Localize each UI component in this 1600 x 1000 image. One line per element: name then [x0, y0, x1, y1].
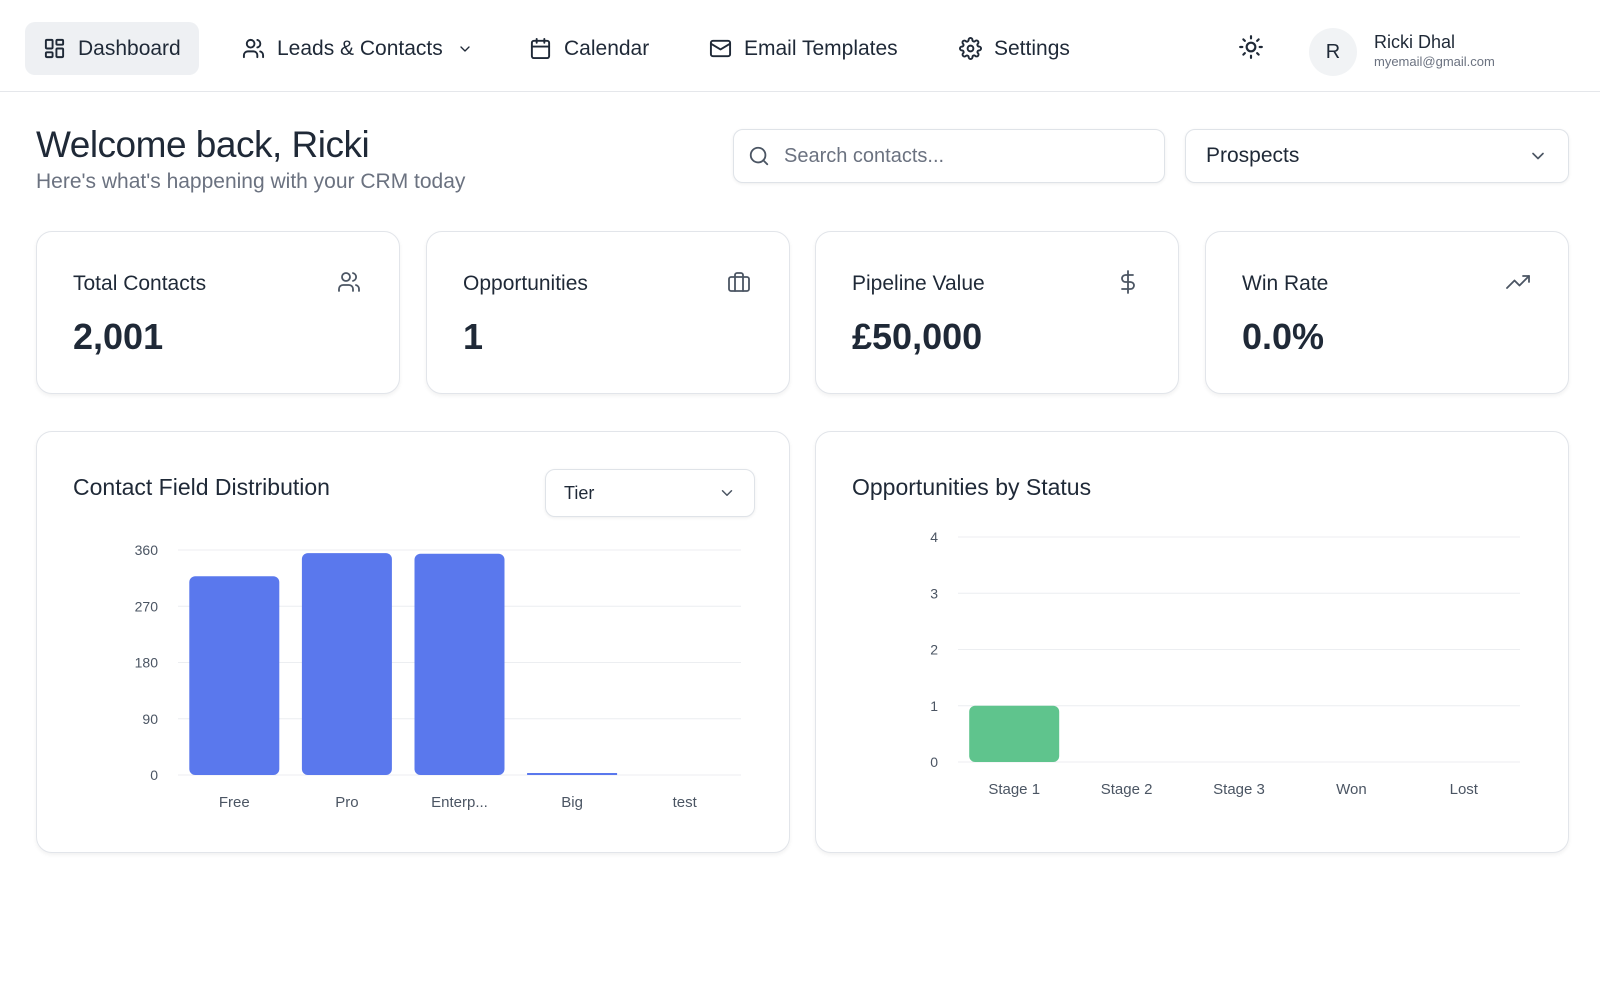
users-icon [242, 38, 265, 59]
gear-icon [959, 37, 982, 60]
page-title: Welcome back, Ricki [36, 124, 370, 165]
avatar[interactable]: R [1309, 28, 1357, 76]
contact-distribution-chart: 0 90 180 270 360 Free Pro Enterp... Big test [135, 542, 741, 811]
nav-email-templates[interactable]: Email Templates [691, 22, 916, 75]
search-box [733, 129, 1165, 183]
x-tick-label: Enterp... [431, 794, 488, 811]
x-tick-label: Lost [1450, 781, 1479, 798]
x-tick-label: Stage 1 [988, 781, 1040, 798]
y-tick-label: 2 [930, 642, 938, 658]
nav-settings-label: Settings [994, 36, 1070, 60]
stat-card-pipeline-value: Pipeline Value £50,000 [815, 231, 1179, 394]
briefcase-icon [727, 270, 753, 296]
y-tick-label: 0 [150, 767, 158, 783]
dollar-icon [1116, 270, 1142, 296]
chevron-down-icon [460, 45, 470, 52]
x-tick-label: Pro [335, 794, 358, 811]
mail-icon [709, 39, 732, 58]
y-tick-label: 90 [142, 711, 158, 727]
y-tick-label: 360 [135, 542, 159, 558]
theme-toggle-button[interactable] [1238, 34, 1266, 62]
opportunities-status-chart: 0 1 2 3 4 Stage 1 Stage 2 Stage 3 Won Lost [930, 529, 1520, 798]
sun-icon [1239, 35, 1263, 59]
nav-email-templates-label: Email Templates [744, 36, 898, 60]
nav-calendar-label: Calendar [564, 36, 650, 60]
x-tick-label: Stage 3 [1213, 781, 1265, 798]
nav-calendar[interactable]: Calendar [511, 22, 667, 75]
x-tick-label: Big [561, 794, 583, 811]
nav-settings[interactable]: Settings [941, 22, 1088, 75]
stat-label: Win Rate [1242, 272, 1329, 295]
bar[interactable] [969, 705, 1060, 762]
x-tick-label: Won [1336, 781, 1367, 798]
y-tick-label: 180 [135, 655, 159, 671]
dashboard-icon [44, 38, 65, 59]
field-select-value: Tier [564, 482, 595, 503]
stat-value: 2,001 [73, 316, 164, 357]
stat-card-win-rate: Win Rate 0.0% [1205, 231, 1569, 394]
chart-title: Opportunities by Status [852, 474, 1092, 500]
nav-dashboard-label: Dashboard [78, 36, 181, 60]
x-tick-label: test [673, 794, 698, 811]
stat-value: 1 [463, 316, 484, 357]
nav-leads-contacts-label: Leads & Contacts [277, 36, 443, 60]
stat-card-total-contacts: Total Contacts 2,001 [36, 231, 400, 394]
stat-label: Pipeline Value [852, 272, 985, 295]
contact-type-select-value: Prospects [1206, 144, 1300, 167]
stat-card-opportunities: Opportunities 1 [426, 231, 790, 394]
user-name: Ricki Dhal [1374, 32, 1456, 52]
users-icon [337, 270, 363, 296]
chart-card-opportunities-by-status: Opportunities by Status 0 1 2 3 4 Stage 1 Stag… [815, 431, 1569, 853]
x-tick-label: Free [219, 794, 250, 811]
calendar-icon [530, 37, 551, 60]
top-nav: Dashboard Leads & Contacts Calendar Emai… [0, 0, 1600, 92]
bar[interactable] [414, 553, 505, 775]
chart-title: Contact Field Distribution [73, 474, 330, 500]
search-input[interactable] [784, 144, 1150, 168]
stat-value: 0.0% [1242, 316, 1325, 357]
x-tick-label: Stage 2 [1101, 781, 1153, 798]
stat-label: Total Contacts [73, 272, 207, 295]
nav-dashboard[interactable]: Dashboard [25, 22, 199, 75]
y-tick-label: 1 [930, 698, 938, 714]
contact-type-select[interactable]: Prospects [1185, 129, 1569, 183]
bar[interactable] [189, 576, 280, 775]
stat-value: £50,000 [852, 316, 983, 357]
field-select[interactable]: Tier [545, 469, 755, 517]
y-tick-label: 3 [930, 585, 938, 601]
y-tick-label: 4 [930, 529, 938, 545]
bar[interactable] [527, 773, 618, 775]
page-subtitle: Here's what's happening with your CRM to… [36, 170, 466, 193]
user-email: myemail@gmail.com [1374, 54, 1495, 69]
bar[interactable] [301, 553, 392, 775]
chevron-down-icon [1532, 152, 1544, 160]
stat-label: Opportunities [463, 272, 588, 295]
chart-card-contact-field-distribution: Contact Field Distribution Tier 0 90 180 27… [36, 431, 790, 853]
y-tick-label: 270 [135, 598, 159, 614]
search-icon [749, 146, 769, 166]
chevron-down-icon [721, 490, 733, 496]
y-tick-label: 0 [930, 754, 938, 770]
nav-leads-contacts[interactable]: Leads & Contacts [224, 22, 491, 75]
trending-up-icon [1506, 270, 1532, 296]
